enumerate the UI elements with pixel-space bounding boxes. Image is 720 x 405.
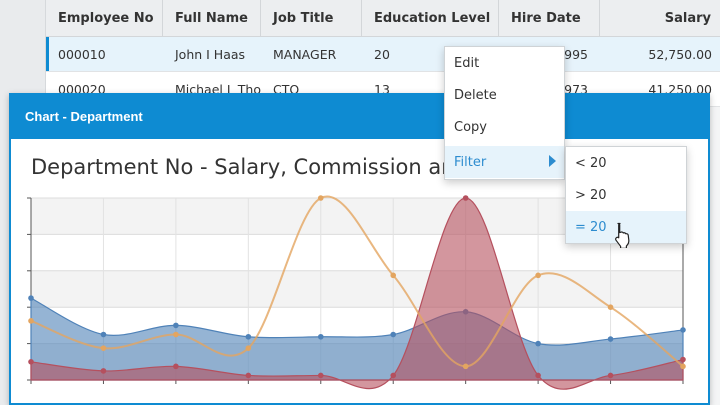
series-point-2 — [317, 195, 324, 201]
series-point-0 — [28, 295, 34, 301]
cell-job-title: MANAGER — [273, 47, 337, 62]
chart-band — [31, 270, 683, 308]
series-point-0 — [390, 331, 397, 338]
series-point-1 — [100, 368, 107, 374]
series-point-0 — [607, 336, 614, 342]
series-point-0 — [245, 333, 252, 340]
chart-window[interactable]: Chart - Department Department No - Salar… — [9, 93, 710, 405]
cell-full-name: John I Haas — [175, 47, 246, 62]
column-header-hire-date[interactable]: Hire Date — [499, 0, 600, 36]
context-menu: Edit Delete Copy Filter — [444, 46, 565, 180]
menu-item-edit[interactable]: Edit — [454, 56, 480, 71]
series-point-2 — [607, 304, 614, 310]
cell-employee-no: 000010 — [58, 47, 106, 62]
series-area-0 — [30, 297, 684, 381]
series-point-2 — [462, 363, 469, 370]
column-header-full-name[interactable]: Full Name — [163, 0, 261, 36]
menu-item-filter-label: Filter — [454, 155, 487, 170]
series-point-2 — [535, 272, 541, 279]
menu-item-delete[interactable]: Delete — [454, 88, 497, 103]
sort-ascending-icon: ↑ — [160, 11, 162, 25]
filter-less-than-20[interactable]: < 20 — [575, 156, 607, 171]
column-header-education-level[interactable]: Education Level — [362, 0, 499, 36]
menu-item-copy[interactable]: Copy — [454, 120, 487, 135]
series-point-1 — [462, 195, 469, 201]
series-point-1 — [28, 359, 34, 365]
series-line-2 — [30, 195, 684, 368]
series-point-2 — [390, 272, 397, 279]
cell-education-level: 20 — [374, 47, 390, 62]
series-point-2 — [173, 331, 179, 338]
table-row[interactable]: 000010 John I Haas MANAGER 20 1995 52,75… — [46, 37, 720, 72]
series-point-0 — [100, 331, 107, 338]
series-point-2 — [245, 345, 252, 351]
series-point-1 — [680, 356, 686, 363]
hand-pointer-icon — [615, 222, 630, 248]
column-header-employee-no[interactable]: Employee No↑ — [46, 0, 163, 36]
series-point-1 — [173, 363, 179, 370]
chart-window-title[interactable]: Chart - Department — [11, 95, 708, 139]
series-point-2 — [28, 318, 34, 324]
series-point-1 — [317, 372, 324, 379]
series-point-1 — [390, 372, 397, 379]
menu-item-filter[interactable]: Filter — [445, 146, 564, 178]
series-point-1 — [535, 372, 541, 379]
series-point-1 — [245, 372, 252, 379]
series-point-1 — [607, 372, 614, 379]
series-point-0 — [173, 322, 179, 329]
filter-greater-than-20[interactable]: > 20 — [575, 188, 607, 203]
series-point-0 — [680, 327, 686, 333]
series-point-0 — [317, 333, 324, 340]
series-point-2 — [680, 363, 686, 370]
series-area-1 — [30, 197, 684, 390]
department-chart[interactable] — [11, 95, 708, 403]
chart-heading: Department No - Salary, Commission and — [31, 155, 468, 179]
grid-header: Employee No↑ Full Name Job Title Educati… — [46, 0, 720, 37]
submenu-arrow-icon — [549, 155, 556, 167]
series-point-2 — [100, 345, 107, 351]
cell-salary: 52,750.00 — [648, 47, 712, 62]
column-header-job-title[interactable]: Job Title — [261, 0, 362, 36]
employee-grid: Employee No↑ Full Name Job Title Educati… — [46, 0, 720, 107]
column-header-salary[interactable]: Salary — [600, 0, 720, 36]
series-point-0 — [535, 340, 541, 347]
